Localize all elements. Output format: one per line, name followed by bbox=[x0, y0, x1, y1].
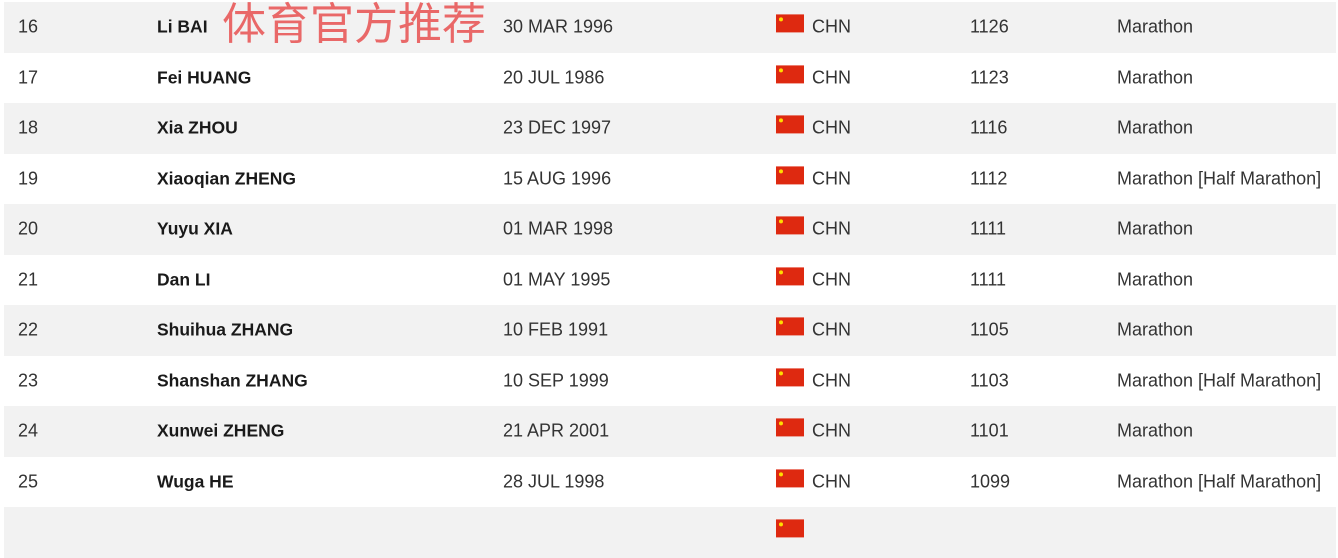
event-cell: Marathon bbox=[1117, 269, 1194, 290]
event-cell: Marathon bbox=[1117, 420, 1194, 441]
table-row[interactable]: 25 Wuga HE 28 JUL 1998 CHN 1099 Marathon [Hal… bbox=[4, 457, 1336, 508]
country-cell: CHN bbox=[812, 67, 851, 88]
country-cell: CHN bbox=[812, 117, 851, 138]
rank-cell: 21 bbox=[18, 269, 39, 290]
china-flag-icon bbox=[776, 267, 804, 286]
rankings-table: 16 Li BAI 30 MAR 1996 CHN 1126 Marathon 17 Fei … bbox=[4, 2, 1336, 558]
table-row[interactable]: 20 Yuyu XIA 01 MAR 1998 CHN 1111 Marathon bbox=[4, 204, 1336, 255]
china-flag-icon bbox=[776, 469, 804, 488]
dob-cell: 23 DEC 1997 bbox=[503, 117, 612, 138]
rank-cell: 24 bbox=[18, 420, 39, 441]
country-cell: CHN bbox=[812, 471, 851, 492]
points-cell: 1105 bbox=[970, 319, 1009, 340]
points-cell: 1111 bbox=[970, 218, 1007, 239]
rank-cell: 19 bbox=[18, 168, 39, 189]
event-cell: Marathon bbox=[1117, 319, 1194, 340]
china-flag-icon bbox=[776, 166, 804, 185]
rank-cell: 16 bbox=[18, 16, 39, 37]
athlete-name[interactable]: Shanshan ZHANG bbox=[157, 370, 308, 391]
country-cell: CHN bbox=[812, 420, 851, 441]
points-cell: 1116 bbox=[970, 117, 1008, 138]
rank-cell: 23 bbox=[18, 370, 39, 391]
points-cell: 1103 bbox=[970, 370, 1009, 391]
country-cell: CHN bbox=[812, 168, 851, 189]
athlete-name[interactable]: Shuihua ZHANG bbox=[157, 319, 294, 340]
points-cell: 1099 bbox=[970, 471, 1011, 492]
event-cell: Marathon [Half Marathon] bbox=[1117, 471, 1322, 492]
athlete-name[interactable]: Fei HUANG bbox=[157, 67, 252, 88]
event-cell: Marathon [Half Marathon] bbox=[1117, 168, 1322, 189]
rank-cell: 17 bbox=[18, 67, 39, 88]
points-cell: 1126 bbox=[970, 16, 1009, 37]
event-cell: Marathon bbox=[1117, 67, 1194, 88]
athlete-name[interactable]: Xunwei ZHENG bbox=[157, 420, 285, 441]
event-cell: Marathon bbox=[1117, 16, 1194, 37]
china-flag-icon bbox=[776, 519, 804, 538]
country-cell: CHN bbox=[812, 218, 851, 239]
dob-cell: 10 SEP 1999 bbox=[503, 370, 609, 391]
dob-cell: 01 MAR 1998 bbox=[503, 218, 614, 239]
table-row[interactable]: 16 Li BAI 30 MAR 1996 CHN 1126 Marathon bbox=[4, 2, 1336, 53]
points-cell: 1111 bbox=[970, 269, 1007, 290]
dob-cell: 10 FEB 1991 bbox=[503, 319, 609, 340]
points-cell: 1112 bbox=[970, 168, 1008, 189]
dob-cell: 01 MAY 1995 bbox=[503, 269, 611, 290]
points-cell: 1123 bbox=[970, 67, 1009, 88]
country-cell: CHN bbox=[812, 319, 851, 340]
points-cell: 1101 bbox=[970, 420, 1009, 441]
china-flag-icon bbox=[776, 418, 804, 437]
rank-cell: 18 bbox=[18, 117, 39, 138]
event-cell: Marathon bbox=[1117, 218, 1194, 239]
table-row[interactable]: 18 Xia ZHOU 23 DEC 1997 CHN 1116 Marathon bbox=[4, 103, 1336, 154]
table-row[interactable]: 21 Dan LI 01 MAY 1995 CHN 1111 Marathon bbox=[4, 255, 1336, 306]
athlete-name[interactable]: Li BAI bbox=[157, 16, 208, 37]
athlete-name[interactable]: Xiaoqian ZHENG bbox=[157, 168, 297, 189]
table-row[interactable] bbox=[4, 507, 1336, 558]
china-flag-icon bbox=[776, 115, 804, 134]
athlete-name[interactable]: Dan LI bbox=[157, 269, 211, 290]
dob-cell: 20 JUL 1986 bbox=[503, 67, 605, 88]
athlete-name[interactable]: Wuga HE bbox=[157, 471, 234, 492]
table-row[interactable]: 24 Xunwei ZHENG 21 APR 2001 CHN 1101 Marathon bbox=[4, 406, 1336, 457]
rank-cell: 22 bbox=[18, 319, 39, 340]
china-flag-icon bbox=[776, 216, 804, 235]
rank-cell: 25 bbox=[18, 471, 39, 492]
table-row[interactable]: 17 Fei HUANG 20 JUL 1986 CHN 1123 Marathon bbox=[4, 53, 1336, 104]
dob-cell: 30 MAR 1996 bbox=[503, 16, 614, 37]
country-cell: CHN bbox=[812, 269, 851, 290]
table-row[interactable]: 22 Shuihua ZHANG 10 FEB 1991 CHN 1105 Maratho… bbox=[4, 305, 1336, 356]
china-flag-icon bbox=[776, 317, 804, 336]
athlete-name[interactable]: Xia ZHOU bbox=[157, 117, 238, 138]
china-flag-icon bbox=[776, 14, 804, 33]
table-row[interactable]: 23 Shanshan ZHANG 10 SEP 1999 CHN 1103 Marath… bbox=[4, 356, 1336, 407]
dob-cell: 28 JUL 1998 bbox=[503, 471, 605, 492]
dob-cell: 15 AUG 1996 bbox=[503, 168, 612, 189]
event-cell: Marathon bbox=[1117, 117, 1194, 138]
china-flag-icon bbox=[776, 65, 804, 84]
china-flag-icon bbox=[776, 368, 804, 387]
dob-cell: 21 APR 2001 bbox=[503, 420, 610, 441]
event-cell: Marathon [Half Marathon] bbox=[1117, 370, 1322, 391]
country-cell: CHN bbox=[812, 16, 851, 37]
country-cell: CHN bbox=[812, 370, 851, 391]
athlete-name[interactable]: Yuyu XIA bbox=[157, 218, 233, 239]
rank-cell: 20 bbox=[18, 218, 39, 239]
table-row[interactable]: 19 Xiaoqian ZHENG 15 AUG 1996 CHN 1112 Marath… bbox=[4, 154, 1336, 205]
